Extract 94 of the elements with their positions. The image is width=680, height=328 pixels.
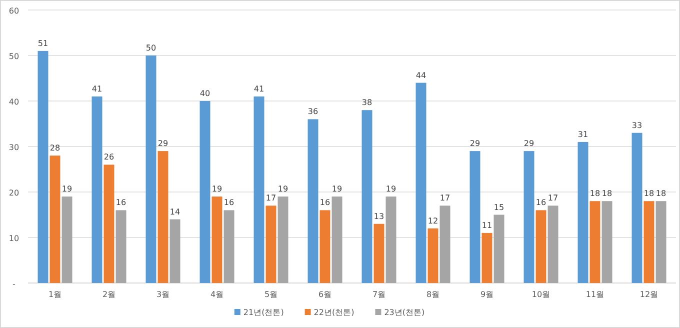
data-label: 19	[278, 184, 288, 194]
data-label: 38	[362, 98, 372, 108]
x-tick-label: 11월	[586, 290, 604, 299]
data-label: 18	[644, 189, 654, 198]
bar	[104, 164, 114, 283]
data-label: 18	[656, 189, 666, 198]
bar	[548, 206, 558, 283]
bar	[224, 210, 234, 283]
y-tick-label: 60	[8, 6, 20, 16]
y-tick-label: 10	[8, 234, 20, 243]
bar	[146, 56, 156, 283]
data-label: 29	[470, 139, 480, 148]
data-label: 19	[212, 184, 222, 194]
bar	[524, 151, 534, 283]
bar	[386, 196, 396, 283]
x-tick-label: 4월	[210, 290, 224, 299]
data-label: 14	[170, 207, 180, 216]
bar	[116, 210, 126, 283]
data-label: 16	[536, 198, 546, 208]
data-label: 17	[548, 194, 558, 203]
y-tick-label: 40	[8, 98, 20, 106]
bar	[200, 101, 210, 283]
data-label: 29	[158, 139, 168, 148]
y-tick-label: 30	[8, 143, 20, 152]
data-label: 40	[200, 89, 210, 98]
y-tick-label: 20	[8, 188, 20, 198]
bar	[38, 50, 48, 283]
bar	[362, 110, 372, 283]
data-label: 18	[602, 189, 612, 198]
data-label: 17	[440, 194, 450, 203]
bar	[374, 224, 384, 283]
data-label: 31	[578, 130, 588, 139]
data-label: 29	[524, 139, 534, 148]
data-label: 19	[386, 184, 396, 194]
x-tick-label: 12월	[640, 290, 658, 299]
bar	[62, 196, 72, 283]
bar	[602, 201, 612, 283]
data-label: 36	[308, 107, 318, 116]
bar	[212, 196, 222, 283]
x-tick-label: 1월	[48, 290, 62, 299]
bar	[482, 232, 492, 283]
bar	[632, 132, 642, 283]
data-label: 18	[590, 189, 600, 198]
x-tick-label: 6월	[318, 290, 332, 299]
data-label: 16	[224, 198, 234, 208]
legend-label: 23년(천톤)	[384, 308, 425, 317]
data-label: 51	[38, 38, 48, 48]
bar	[428, 228, 438, 283]
bar	[440, 206, 450, 283]
bar	[416, 82, 426, 283]
data-label: 13	[374, 212, 384, 221]
data-label: 11	[482, 220, 492, 230]
bar	[308, 119, 318, 283]
bar	[590, 201, 600, 283]
bar	[644, 201, 654, 283]
x-tick-label: 2월	[102, 290, 116, 299]
bar	[266, 206, 276, 283]
bar	[254, 96, 264, 283]
data-label: 50	[146, 44, 156, 52]
bar	[536, 210, 546, 283]
x-tick-label: 9월	[480, 290, 494, 299]
bar	[470, 151, 480, 283]
data-label: 33	[632, 120, 642, 130]
data-label: 16	[320, 198, 330, 208]
legend-label: 21년(천톤)	[243, 308, 284, 317]
data-label: 16	[116, 198, 126, 208]
bar	[170, 219, 180, 283]
data-label: 15	[494, 202, 504, 212]
data-label: 28	[50, 144, 60, 153]
x-tick-label: 5월	[264, 290, 278, 299]
x-tick-label: 3월	[156, 290, 170, 299]
data-label: 41	[92, 84, 102, 94]
bar	[50, 156, 60, 283]
data-label: 19	[332, 184, 342, 194]
data-label: 17	[266, 194, 276, 203]
data-label: 26	[104, 152, 114, 162]
data-label: 12	[428, 216, 438, 226]
bar	[494, 214, 504, 283]
bar	[320, 210, 330, 283]
x-tick-label: 10월	[532, 290, 550, 299]
data-label: 44	[416, 70, 426, 80]
x-tick-label: 7월	[372, 290, 386, 299]
bar	[158, 151, 168, 283]
x-tick-label: 8월	[426, 290, 440, 299]
data-label: 19	[62, 184, 72, 194]
bar	[92, 96, 102, 283]
bar	[578, 142, 588, 283]
bar	[332, 196, 342, 283]
bar	[656, 201, 666, 283]
bar	[278, 196, 288, 283]
data-label: 41	[254, 84, 264, 94]
y-tick-label: -	[12, 280, 16, 288]
y-tick-label: 50	[8, 52, 20, 61]
legend-label: 22년(천톤)	[314, 308, 354, 317]
